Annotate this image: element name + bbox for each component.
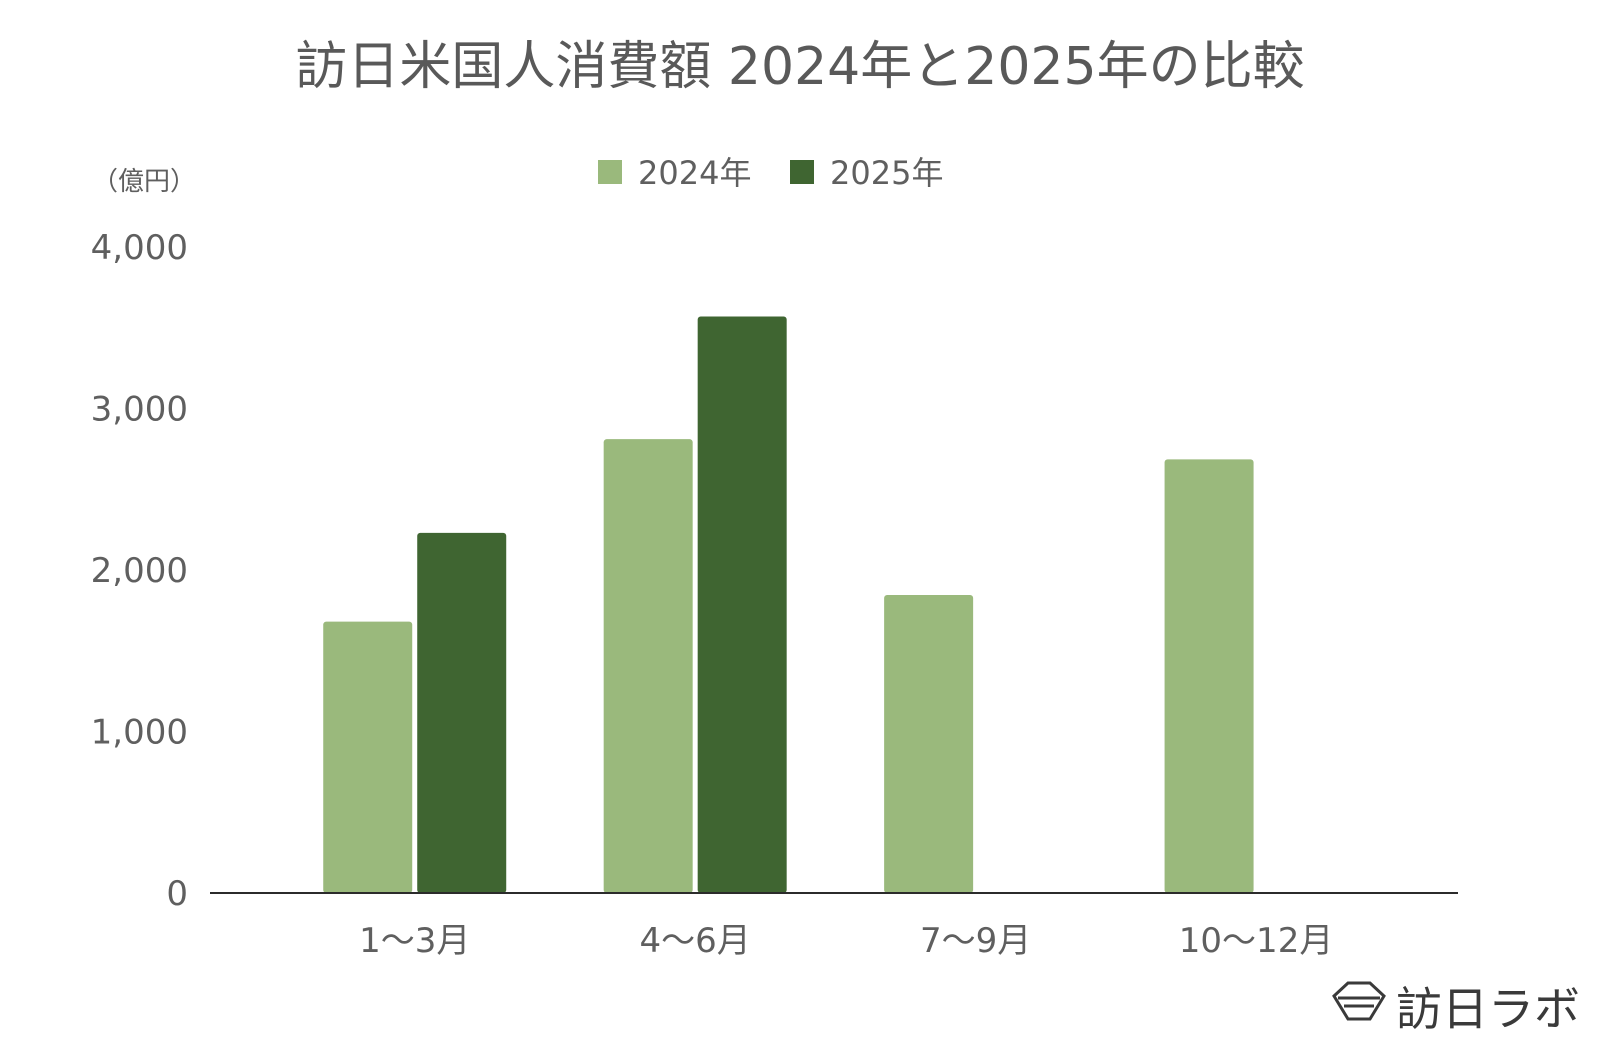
bar-2025-0 <box>417 532 507 893</box>
bar-2025-1 <box>697 316 787 893</box>
y-tick-label: 1,000 <box>91 713 188 753</box>
brand-name: 訪日ラボ <box>1396 982 1580 1036</box>
legend: 2024年 2025年 <box>598 154 943 192</box>
x-tick-label: 7〜9月 <box>920 921 1031 961</box>
bar-2024-2 <box>884 595 974 893</box>
bar-2024-1 <box>603 439 693 893</box>
legend-swatch-2024 <box>598 160 622 184</box>
x-tick-label: 1〜3月 <box>359 921 470 961</box>
x-tick-label: 10〜12月 <box>1179 921 1334 961</box>
hexagon-logo-icon <box>1332 981 1386 1021</box>
legend-swatch-2025 <box>790 160 814 184</box>
y-axis-ticks: 0 1,000 2,000 3,000 4,000 <box>91 228 188 914</box>
legend-label-2025: 2025年 <box>830 154 943 192</box>
x-axis-ticks: 1〜3月 4〜6月 7〜9月 10〜12月 <box>359 921 1333 961</box>
y-tick-label: 4,000 <box>91 228 188 268</box>
legend-label-2024: 2024年 <box>638 154 751 192</box>
bar-2024-3 <box>1164 459 1254 893</box>
bar-2024-0 <box>323 621 413 893</box>
brand-watermark: 訪日ラボ <box>1332 981 1580 1036</box>
chart-title: 訪日米国人消費額 2024年と2025年の比較 <box>295 37 1304 97</box>
y-tick-label: 0 <box>166 874 188 914</box>
bars <box>323 316 1254 893</box>
x-tick-label: 4〜6月 <box>640 921 751 961</box>
y-tick-label: 2,000 <box>91 551 188 591</box>
y-axis-unit-label: （億円） <box>92 167 196 197</box>
y-tick-label: 3,000 <box>91 390 188 430</box>
